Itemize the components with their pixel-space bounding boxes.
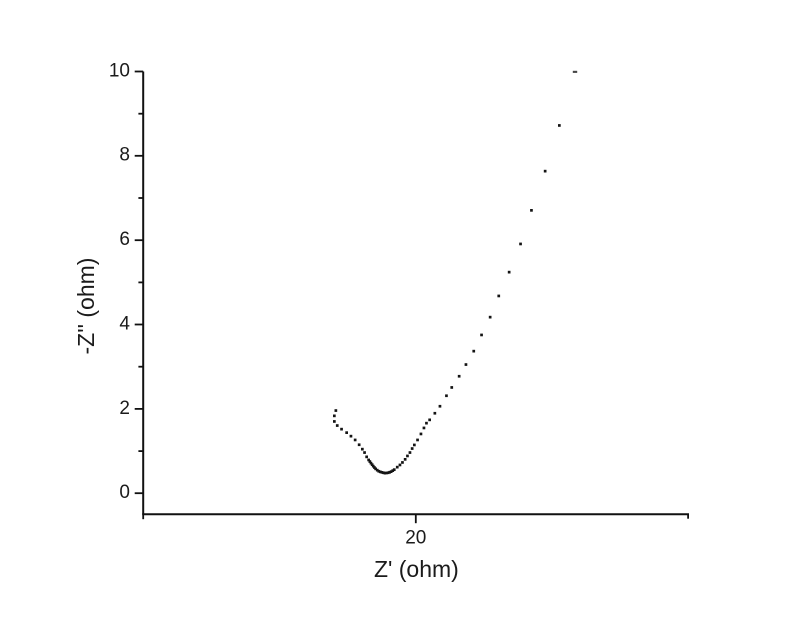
svg-text:4: 4 — [119, 313, 130, 334]
svg-text:8: 8 — [119, 145, 130, 166]
svg-text:20: 20 — [405, 528, 426, 549]
svg-text:0: 0 — [119, 482, 130, 503]
svg-text:10: 10 — [109, 60, 130, 81]
svg-text:Z' (ohm): Z' (ohm) — [374, 556, 459, 582]
svg-text:6: 6 — [119, 229, 130, 250]
svg-text:-Z'' (ohm): -Z'' (ohm) — [73, 258, 99, 355]
svg-text:2: 2 — [119, 398, 130, 419]
